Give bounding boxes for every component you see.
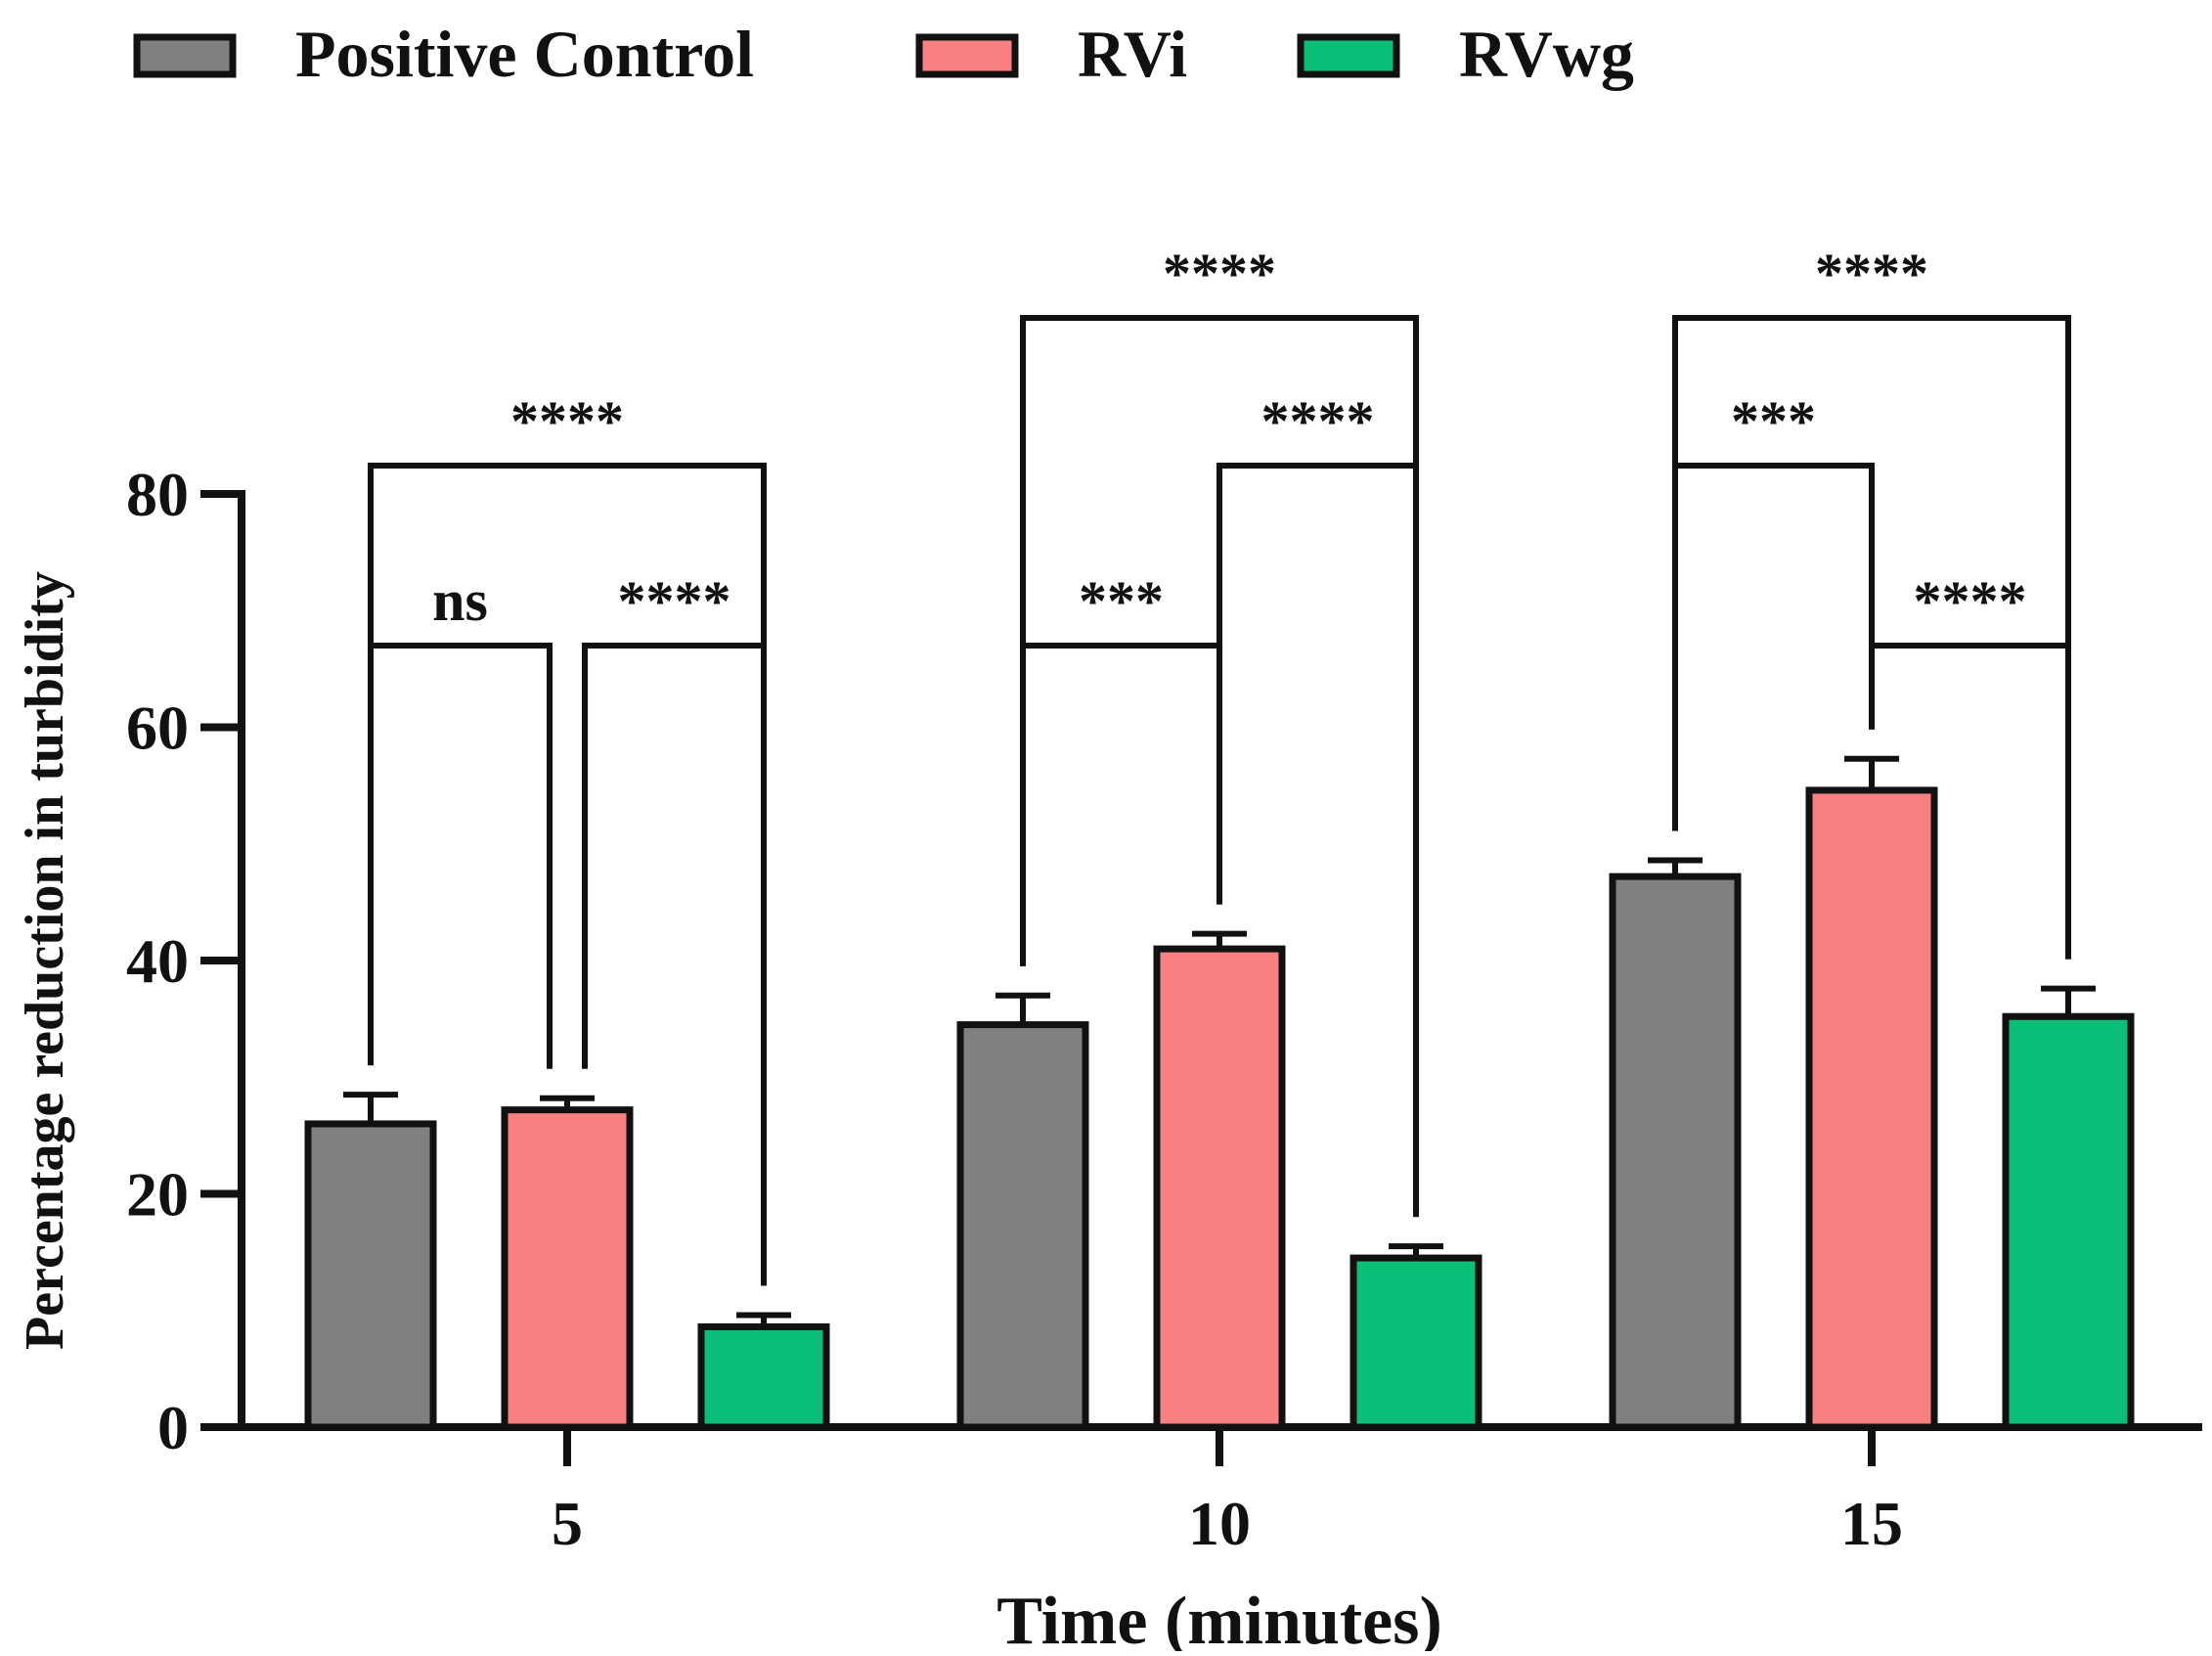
legend-label: RVwg — [1459, 17, 1634, 91]
bar — [1609, 873, 1742, 1431]
significance-label: **** — [510, 389, 624, 453]
significance-bracket — [1672, 315, 2071, 960]
y-tick-label: 60 — [126, 694, 189, 763]
x-axis-ticks: 5 10 15 — [552, 1427, 1903, 1558]
legend-label: Positive Control — [295, 17, 754, 91]
legend-swatch — [133, 33, 237, 78]
x-tick-label: 5 — [552, 1489, 583, 1558]
significance-label: **** — [1163, 242, 1276, 305]
bar — [956, 1021, 1089, 1431]
significance-label: **** — [1914, 569, 2027, 633]
significance-bracket — [368, 643, 553, 1069]
y-tick-label: 40 — [126, 926, 189, 996]
bar — [697, 1322, 830, 1431]
significance-bracket — [368, 463, 767, 1286]
legend: Positive Control RVi RVwg — [133, 17, 1634, 91]
x-axis-label: Time (minutes) — [996, 1584, 1442, 1651]
bar — [1805, 786, 1938, 1431]
significance-bracket — [1020, 643, 1222, 966]
y-tick-label: 20 — [126, 1160, 189, 1230]
x-tick-label: 15 — [1840, 1489, 1903, 1558]
significance-bracket — [1020, 315, 1419, 1218]
significance-label: **** — [1815, 242, 1928, 305]
bar — [1153, 945, 1286, 1431]
y-axis-label: Percentage reduction in turbidity — [15, 571, 75, 1350]
bar — [1349, 1254, 1482, 1431]
bars-group — [304, 755, 2135, 1431]
bar — [501, 1106, 634, 1431]
significance-label: ns — [432, 568, 488, 633]
significance-bracket — [1672, 463, 1875, 831]
x-tick-label: 10 — [1188, 1489, 1251, 1558]
y-axis-ticks: 0 20 40 60 80 — [126, 460, 242, 1462]
legend-swatch — [1297, 33, 1400, 78]
y-tick-label: 80 — [126, 460, 189, 529]
y-tick-label: 0 — [157, 1393, 189, 1462]
significance-annotations: ns ****************************** — [368, 242, 2071, 1286]
bar — [304, 1120, 437, 1431]
bar — [2002, 1012, 2135, 1431]
legend-swatch — [915, 33, 1019, 78]
significance-label: **** — [1261, 389, 1375, 453]
significance-label: *** — [1731, 389, 1816, 453]
significance-label: *** — [1079, 569, 1164, 633]
legend-label: RVi — [1078, 17, 1187, 91]
significance-label: **** — [618, 569, 731, 633]
